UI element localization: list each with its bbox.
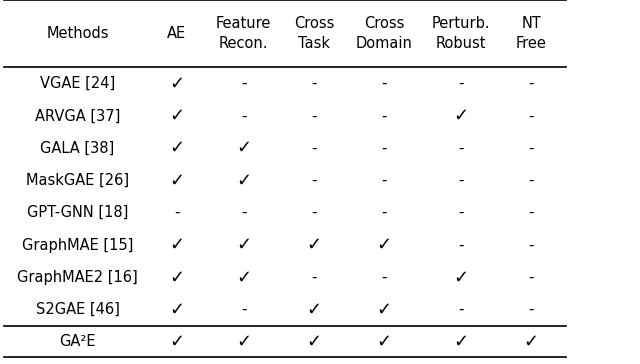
Text: Domain: Domain bbox=[356, 36, 413, 51]
Text: -: - bbox=[381, 108, 387, 123]
Text: MaskGAE [26]: MaskGAE [26] bbox=[26, 173, 129, 188]
Text: ✓: ✓ bbox=[454, 268, 468, 286]
Text: -: - bbox=[241, 205, 246, 220]
Text: AE: AE bbox=[167, 26, 186, 41]
Text: ✓: ✓ bbox=[307, 332, 321, 350]
Text: ✓: ✓ bbox=[169, 75, 184, 92]
Text: -: - bbox=[529, 205, 534, 220]
Text: ✓: ✓ bbox=[377, 236, 392, 254]
Text: Recon.: Recon. bbox=[219, 36, 269, 51]
Text: Task: Task bbox=[298, 36, 330, 51]
Text: -: - bbox=[458, 302, 464, 317]
Text: -: - bbox=[241, 302, 246, 317]
Text: -: - bbox=[529, 173, 534, 188]
Text: Cross: Cross bbox=[364, 16, 404, 31]
Text: ✓: ✓ bbox=[307, 301, 321, 318]
Text: ✓: ✓ bbox=[169, 107, 184, 125]
Text: ✓: ✓ bbox=[236, 171, 252, 189]
Text: -: - bbox=[529, 302, 534, 317]
Text: GPT-GNN [18]: GPT-GNN [18] bbox=[27, 205, 128, 220]
Text: ✓: ✓ bbox=[307, 236, 321, 254]
Text: ✓: ✓ bbox=[236, 236, 252, 254]
Text: ✓: ✓ bbox=[236, 332, 252, 350]
Text: -: - bbox=[241, 76, 246, 91]
Text: Robust: Robust bbox=[436, 36, 486, 51]
Text: ✓: ✓ bbox=[169, 139, 184, 157]
Text: -: - bbox=[529, 141, 534, 155]
Text: -: - bbox=[458, 205, 464, 220]
Text: Perturb.: Perturb. bbox=[432, 16, 490, 31]
Text: S2GAE [46]: S2GAE [46] bbox=[36, 302, 120, 317]
Text: -: - bbox=[529, 270, 534, 285]
Text: -: - bbox=[458, 76, 464, 91]
Text: Feature: Feature bbox=[216, 16, 271, 31]
Text: ✓: ✓ bbox=[454, 107, 468, 125]
Text: ✓: ✓ bbox=[169, 301, 184, 318]
Text: -: - bbox=[458, 173, 464, 188]
Text: -: - bbox=[529, 108, 534, 123]
Text: -: - bbox=[311, 270, 317, 285]
Text: ✓: ✓ bbox=[169, 236, 184, 254]
Text: ✓: ✓ bbox=[169, 268, 184, 286]
Text: GA²E: GA²E bbox=[60, 334, 96, 349]
Text: -: - bbox=[174, 205, 179, 220]
Text: -: - bbox=[529, 238, 534, 253]
Text: ✓: ✓ bbox=[377, 301, 392, 318]
Text: -: - bbox=[381, 141, 387, 155]
Text: ✓: ✓ bbox=[454, 332, 468, 350]
Text: GraphMAE [15]: GraphMAE [15] bbox=[22, 238, 133, 253]
Text: ✓: ✓ bbox=[377, 332, 392, 350]
Text: ✓: ✓ bbox=[169, 332, 184, 350]
Text: -: - bbox=[381, 270, 387, 285]
Text: -: - bbox=[311, 76, 317, 91]
Text: -: - bbox=[311, 173, 317, 188]
Text: ✓: ✓ bbox=[169, 171, 184, 189]
Text: GraphMAE2 [16]: GraphMAE2 [16] bbox=[17, 270, 138, 285]
Text: -: - bbox=[529, 76, 534, 91]
Text: -: - bbox=[311, 205, 317, 220]
Text: -: - bbox=[381, 205, 387, 220]
Text: Cross: Cross bbox=[294, 16, 334, 31]
Text: ✓: ✓ bbox=[236, 139, 252, 157]
Text: ✓: ✓ bbox=[236, 268, 252, 286]
Text: -: - bbox=[458, 141, 464, 155]
Text: VGAE [24]: VGAE [24] bbox=[40, 76, 115, 91]
Text: Methods: Methods bbox=[46, 26, 109, 41]
Text: Free: Free bbox=[516, 36, 547, 51]
Text: -: - bbox=[311, 108, 317, 123]
Text: GALA [38]: GALA [38] bbox=[40, 141, 115, 155]
Text: -: - bbox=[241, 108, 246, 123]
Text: ARVGA [37]: ARVGA [37] bbox=[35, 108, 120, 123]
Text: -: - bbox=[458, 238, 464, 253]
Text: -: - bbox=[311, 141, 317, 155]
Text: ✓: ✓ bbox=[524, 332, 539, 350]
Text: NT: NT bbox=[522, 16, 541, 31]
Text: -: - bbox=[381, 76, 387, 91]
Text: -: - bbox=[381, 173, 387, 188]
